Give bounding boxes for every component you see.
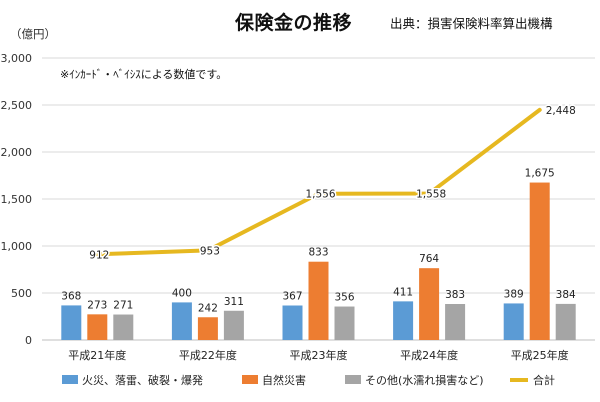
bar	[197, 317, 218, 340]
x-tick-label: 平成23年度	[290, 348, 348, 362]
legend-swatch	[62, 375, 78, 384]
legend-label: 自然災害	[262, 373, 306, 387]
bar-value-label: 368	[61, 290, 81, 302]
chart-title: 保険金の推移	[235, 12, 353, 34]
legend-item: 合計	[510, 373, 555, 387]
legend-label: その他(水濡れ損害など)	[365, 373, 484, 387]
data-labels: 368 400 367 411 389 273 242 833 764 1,675 271 311 35…	[61, 103, 577, 314]
total-value-label: 953	[200, 245, 220, 257]
bar	[87, 314, 108, 340]
bar	[308, 261, 329, 340]
y-axis-unit-label: （億円）	[10, 27, 56, 41]
bar	[334, 306, 355, 340]
x-tick-label: 平成21年度	[68, 348, 126, 362]
legend-label: 火災、落雷、破裂・爆発	[82, 373, 203, 387]
legend: 火災、落雷、破裂・爆発 自然災害 その他(水濡れ損害など) 合計	[62, 373, 555, 387]
bar-value-label: 400	[172, 287, 192, 299]
bar	[555, 303, 576, 340]
grid-lines	[42, 57, 595, 341]
bar	[282, 305, 303, 340]
legend-label: 合計	[533, 373, 555, 387]
x-tick-label: 平成25年度	[511, 348, 569, 362]
total-value-label: 1,558	[416, 189, 446, 201]
x-tick-label: 平成24年度	[400, 348, 458, 362]
y-tick-label: 500	[11, 287, 32, 300]
bar-value-label: 356	[334, 292, 354, 304]
bar-value-label: 384	[556, 289, 576, 301]
y-tick-label: 3,000	[1, 52, 33, 65]
bar-value-label: 833	[308, 247, 328, 259]
y-tick-label: 1,500	[1, 193, 33, 206]
bar-value-label: 273	[87, 299, 107, 311]
y-tick-label: 1,000	[1, 240, 33, 253]
bar	[223, 310, 244, 340]
bar-value-label: 242	[198, 302, 218, 314]
bar	[171, 302, 192, 340]
y-axis-ticks: 0 500 1,000 1,500 2,000 2,500 3,000	[1, 52, 33, 347]
bar-value-label: 764	[419, 253, 439, 265]
legend-item: その他(水濡れ損害など)	[345, 373, 484, 387]
bars	[61, 182, 576, 340]
x-tick-label: 平成22年度	[179, 348, 237, 362]
bar	[445, 303, 466, 340]
y-tick-label: 2,000	[1, 146, 33, 159]
bar-value-label: 1,675	[525, 168, 555, 180]
y-tick-label: 0	[25, 334, 32, 347]
total-line	[95, 107, 542, 257]
chart-source: 出典：損害保険料率算出機構	[390, 16, 553, 31]
bar-value-label: 311	[224, 296, 244, 308]
total-value-label: 912	[89, 249, 109, 261]
total-value-label: 2,448	[546, 105, 576, 117]
legend-swatch	[345, 375, 361, 384]
legend-item: 火災、落雷、破裂・爆発	[62, 373, 203, 387]
bar	[61, 305, 82, 340]
bar-value-label: 411	[393, 286, 413, 298]
bar	[113, 314, 134, 340]
y-tick-label: 2,500	[1, 99, 33, 112]
legend-swatch	[242, 375, 258, 384]
total-value-label: 1,556	[305, 189, 335, 201]
bar-value-label: 271	[113, 300, 133, 312]
bar-value-label: 383	[445, 289, 465, 301]
bar	[419, 268, 440, 340]
bar-value-label: 367	[282, 291, 302, 303]
chart-note: ※ｲﾝｶｰﾄﾞ・ﾍﾞｲｼｽによる数値です。	[60, 68, 228, 81]
bar	[393, 301, 414, 340]
x-axis-ticks: 平成21年度 平成22年度 平成23年度 平成24年度 平成25年度	[68, 348, 568, 362]
bar	[503, 303, 524, 340]
bar-value-label: 389	[504, 288, 524, 300]
total-line-path	[95, 107, 542, 257]
legend-item: 自然災害	[242, 373, 306, 387]
bar	[529, 182, 550, 340]
